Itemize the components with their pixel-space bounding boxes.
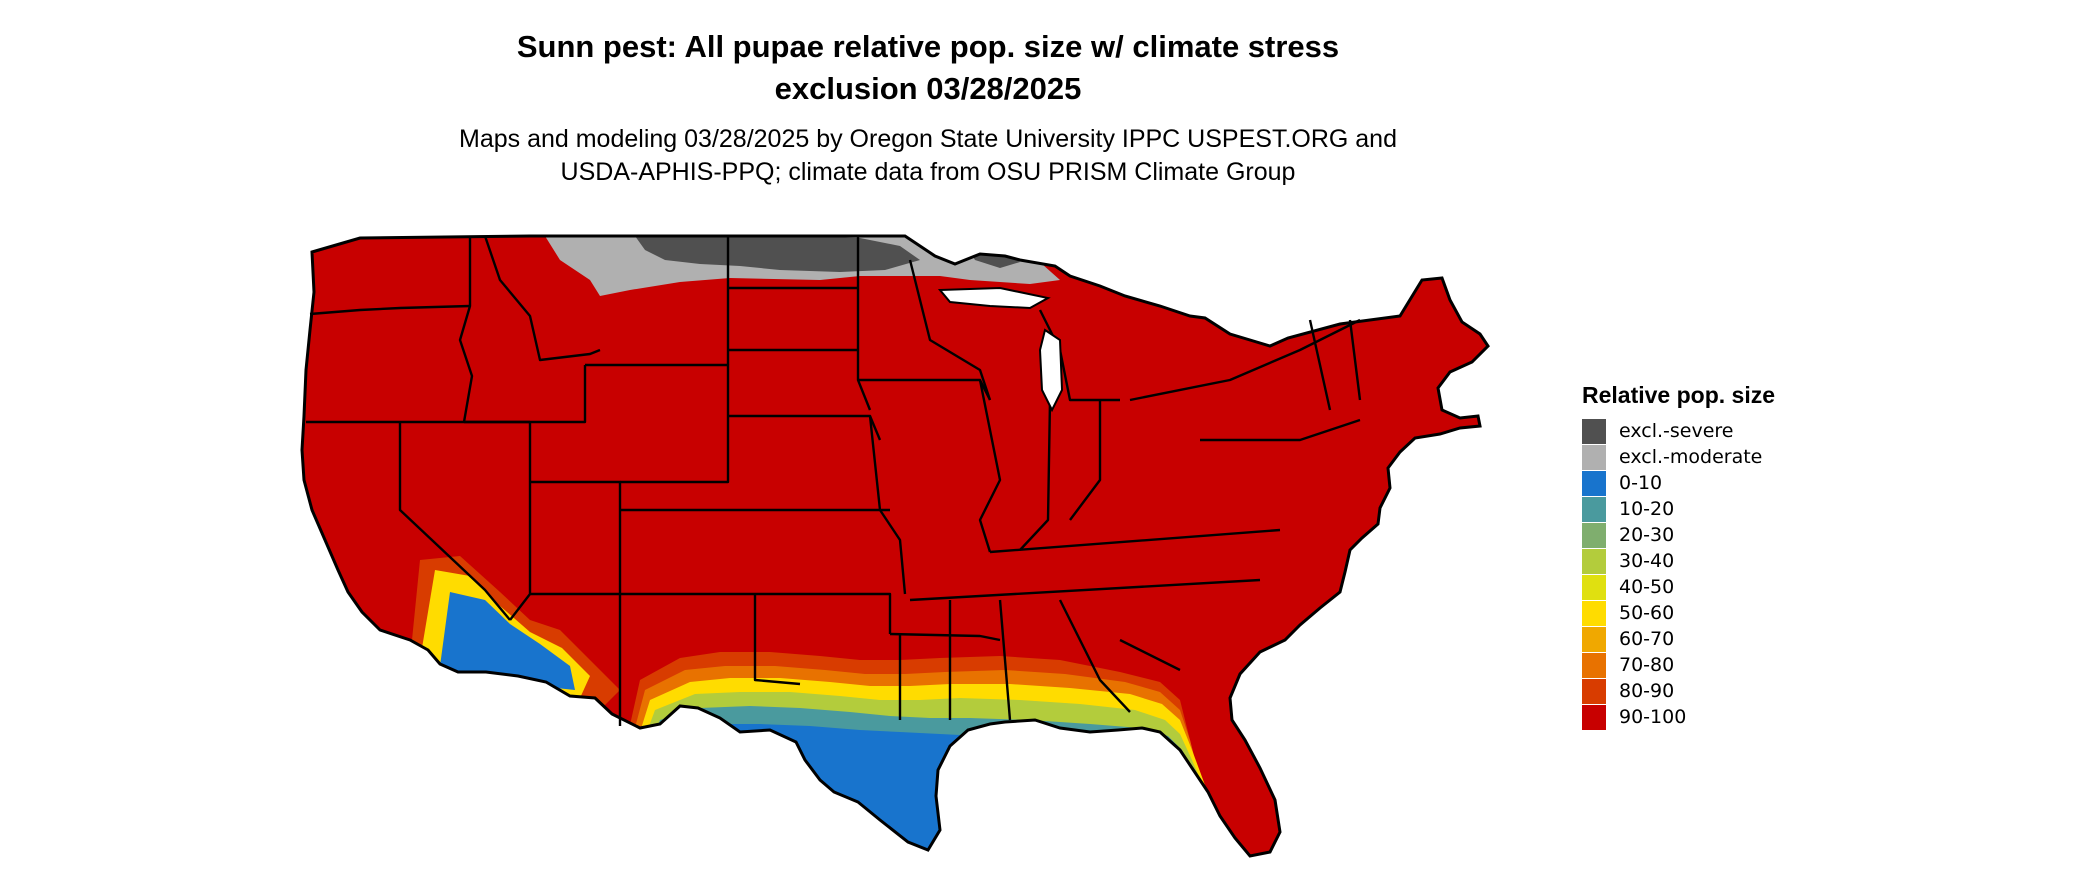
legend-label: 60-70 — [1619, 628, 1675, 650]
legend-label: 40-50 — [1619, 576, 1675, 598]
legend-item: excl.-severe — [1582, 418, 1902, 444]
legend-label: 80-90 — [1619, 680, 1675, 702]
legend-swatch — [1582, 496, 1606, 522]
map-subtitle-line-2: USDA-APHIS-PPQ; climate data from OSU PR… — [560, 158, 1296, 186]
legend-label: 50-60 — [1619, 602, 1675, 624]
map-title-line-1: Sunn pest: All pupae relative pop. size … — [516, 29, 1340, 64]
legend-swatch — [1582, 470, 1606, 496]
legend-item: 90-100 — [1582, 704, 1902, 730]
legend-item: 50-60 — [1582, 600, 1902, 626]
legend: Relative pop. size excl.-severe excl.-mod… — [1582, 380, 1902, 730]
map-subtitle: Maps and modeling 03/28/2025 by Oregon S… — [0, 123, 1856, 189]
map-subtitle-line-1: Maps and modeling 03/28/2025 by Oregon S… — [459, 125, 1397, 153]
legend-label: 30-40 — [1619, 550, 1675, 572]
legend-swatch — [1582, 418, 1606, 444]
legend-title: Relative pop. size — [1582, 382, 1776, 408]
legend-item: 30-40 — [1582, 548, 1902, 574]
legend-item: excl.-moderate — [1582, 444, 1902, 470]
legend-item: 20-30 — [1582, 522, 1902, 548]
legend-label: 20-30 — [1619, 524, 1675, 546]
excl-severe-zone — [635, 236, 920, 272]
map-title-line-2: exclusion 03/28/2025 — [774, 71, 1082, 106]
legend-item: 60-70 — [1582, 626, 1902, 652]
legend-item: 80-90 — [1582, 678, 1902, 704]
legend-swatch — [1582, 600, 1606, 626]
legend-label: excl.-moderate — [1619, 446, 1763, 468]
band-0-10-south — [600, 724, 1240, 856]
legend-item: 70-80 — [1582, 652, 1902, 678]
legend-items: excl.-severe excl.-moderate 0-10 10-20 20-30… — [1582, 418, 1902, 730]
legend-item: 0-10 — [1582, 470, 1902, 496]
legend-swatch — [1582, 678, 1606, 704]
legend-swatch — [1582, 704, 1606, 730]
legend-label: excl.-severe — [1619, 420, 1734, 442]
legend-item: 40-50 — [1582, 574, 1902, 600]
legend-swatch — [1582, 444, 1606, 470]
legend-swatch — [1582, 548, 1606, 574]
lake-superior — [937, 286, 1051, 310]
legend-swatch — [1582, 574, 1606, 600]
great-lakes — [937, 286, 1064, 413]
legend-label: 90-100 — [1619, 706, 1687, 728]
band-0-10-sw — [440, 592, 575, 690]
legend-label: 0-10 — [1619, 472, 1663, 494]
state-borders — [306, 235, 1362, 726]
map-title: Sunn pest: All pupae relative pop. size … — [0, 26, 1856, 110]
legend-label: 10-20 — [1619, 498, 1675, 520]
legend-label: 70-80 — [1619, 654, 1675, 676]
us-map — [300, 234, 1490, 858]
legend-swatch — [1582, 522, 1606, 548]
legend-swatch — [1582, 652, 1606, 678]
legend-swatch — [1582, 626, 1606, 652]
lake-michigan — [1038, 328, 1064, 413]
legend-item: 10-20 — [1582, 496, 1902, 522]
